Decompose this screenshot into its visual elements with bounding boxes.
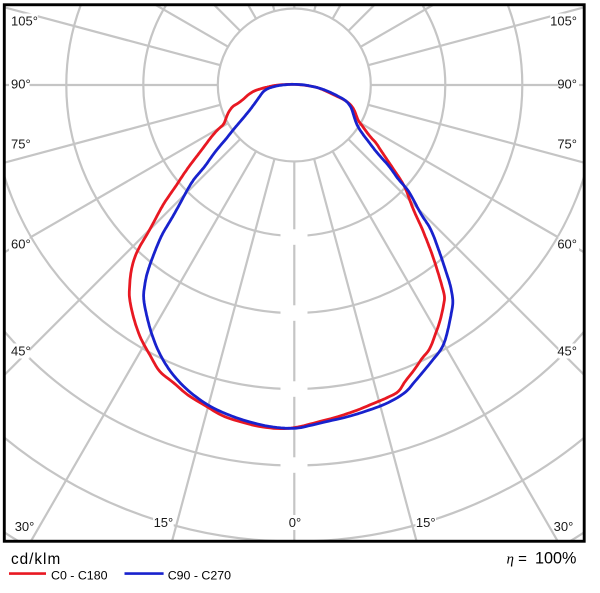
svg-text:η =: η = xyxy=(507,551,528,568)
svg-text:cd/klm: cd/klm xyxy=(11,551,61,568)
svg-text:C90 - C270: C90 - C270 xyxy=(168,569,231,583)
svg-text:60°: 60° xyxy=(11,237,31,252)
svg-text:105°: 105° xyxy=(550,14,577,29)
svg-text:75°: 75° xyxy=(11,137,31,152)
svg-text:15°: 15° xyxy=(154,515,174,530)
svg-text:30°: 30° xyxy=(554,519,574,534)
svg-text:C0 - C180: C0 - C180 xyxy=(51,569,108,583)
svg-text:75°: 75° xyxy=(557,137,577,152)
svg-text:100%: 100% xyxy=(535,550,576,568)
svg-text:90°: 90° xyxy=(557,77,577,92)
svg-text:60°: 60° xyxy=(557,237,577,252)
svg-text:105°: 105° xyxy=(11,14,38,29)
svg-text:15°: 15° xyxy=(416,515,436,530)
svg-text:30°: 30° xyxy=(15,519,35,534)
svg-text:0°: 0° xyxy=(289,515,301,530)
svg-text:45°: 45° xyxy=(557,344,577,359)
svg-text:45°: 45° xyxy=(11,344,31,359)
svg-text:90°: 90° xyxy=(11,77,31,92)
